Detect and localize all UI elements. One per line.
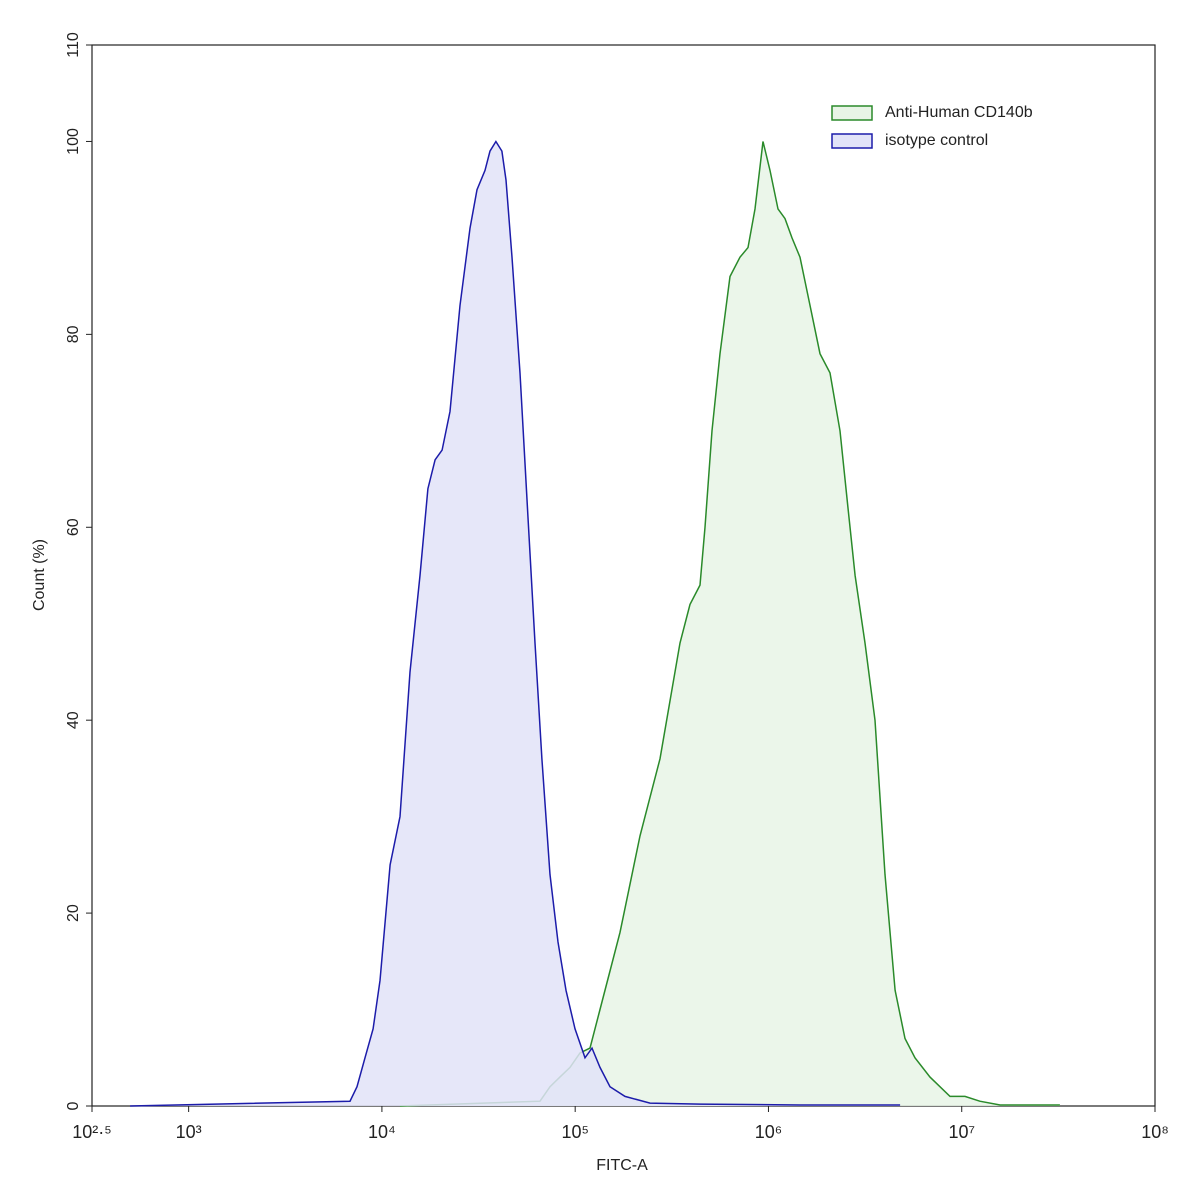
y-tick-label: 0 <box>65 1101 82 1110</box>
legend-label: isotype control <box>885 132 988 149</box>
area-fill <box>130 141 901 1106</box>
x-tick-label: 10³ <box>176 1122 202 1142</box>
x-tick-label: 10⁸ <box>1141 1122 1169 1142</box>
y-tick-label: 110 <box>65 32 82 58</box>
y-tick-label: 20 <box>65 904 82 922</box>
x-tick-label: 10⁵ <box>561 1122 588 1142</box>
legend-swatch <box>831 105 873 121</box>
y-tick-label: 100 <box>65 128 82 155</box>
y-tick-label: 60 <box>65 518 82 536</box>
y-tick-label: 40 <box>65 711 82 729</box>
x-tick-label: 10⁷ <box>948 1122 975 1142</box>
x-tick-label: 10²·⁵ <box>72 1122 111 1142</box>
y-tick-label: 80 <box>65 325 82 343</box>
y-axis-label: Count (%) <box>31 539 48 611</box>
x-tick-label: 10⁶ <box>755 1122 782 1142</box>
area-line <box>399 141 1060 1107</box>
area-fill <box>400 141 1060 1106</box>
area-line <box>130 140 901 1107</box>
legend-swatch <box>831 133 873 149</box>
x-axis-label: FITC-A <box>596 1157 648 1174</box>
x-tick-label: 10⁴ <box>368 1122 396 1142</box>
legend-label: Anti-Human CD140b <box>885 104 1033 121</box>
